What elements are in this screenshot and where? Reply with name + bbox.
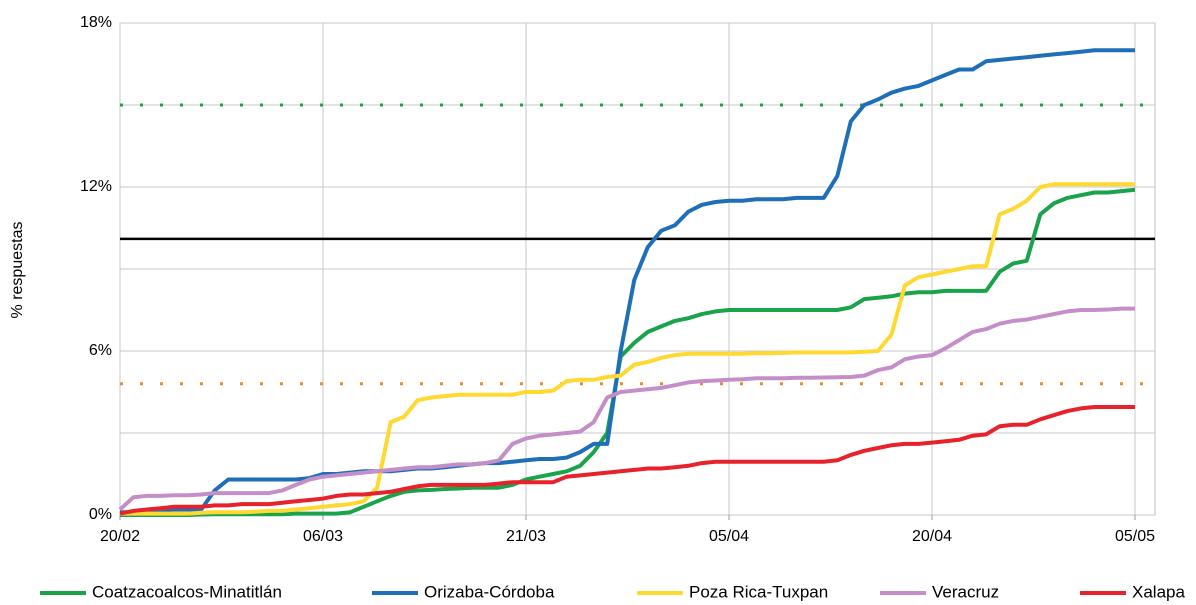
series-line [118,306,1135,511]
x-tick-label: 05/04 [709,528,749,545]
x-tick-label: 05/05 [1115,528,1155,545]
y-tick-label: 18% [80,14,112,31]
y-axis-label: % respuestas [9,222,26,319]
y-tick-label: 6% [89,342,112,359]
x-tick-label: 21/03 [506,528,546,545]
x-tick-label: 06/03 [303,528,343,545]
legend-label: Xalapa [1132,582,1185,601]
series-line [119,405,1135,516]
legend-label: Poza Rica-Tuxpan [689,582,828,601]
y-tick-label: 0% [89,506,112,523]
y-tick-label: 12% [80,178,112,195]
series-line [120,182,1135,516]
x-tick-label: 20/04 [912,528,952,545]
legend-label: Orizaba-Córdoba [424,582,555,601]
legend-label: Coatzacoalcos-Minatitlán [92,582,282,601]
legend-label: Veracruz [932,582,999,601]
x-tick-label: 20/02 [100,528,140,545]
series-line [120,48,1135,515]
series-line [120,187,1136,517]
